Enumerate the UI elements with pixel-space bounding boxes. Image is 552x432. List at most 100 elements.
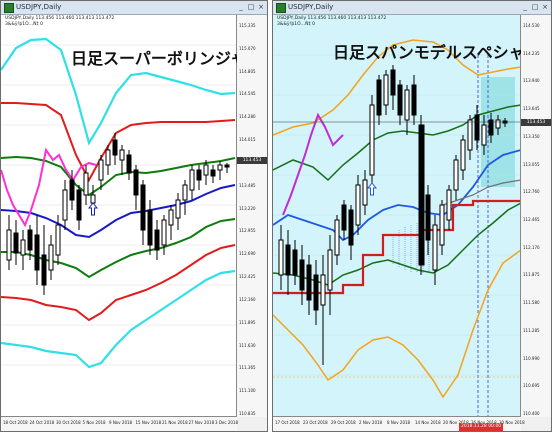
close-icon[interactable]: × [258,3,264,11]
date-tick-label: 23 Oct 2018 [303,420,328,425]
price-tick-label: 114.280 [239,114,256,120]
right-candlesticks [278,65,508,365]
price-tick-label: 110.400 [523,411,540,416]
left-info-line2: 3&&ÿ!ϸ1Ó…Ñ‡ 0 [5,22,44,27]
date-tick-label: 24 Oct 2018 [29,420,55,425]
up-arrow-icon [87,202,99,216]
outer-lower-band [273,249,521,399]
up-arrow-icon [366,182,378,196]
maximize-icon[interactable]: □ [247,3,255,11]
price-tick-label: 113.940 [523,78,540,84]
price-tick-label: 111.895 [239,319,256,325]
date-tick-label: 20 Nov 2018 [443,420,469,425]
left-info-line1: USDJPY,Daily 113.456 113.460 113.413 113… [5,16,115,21]
price-tick-label: 113.645 [523,106,540,112]
right-chart-heading: 日足スパンモデルスペシャル [333,43,521,62]
period-marker-label: 2018.11.28 00:00 [459,423,504,431]
left-indicator-plot [1,37,237,369]
price-tick-label: 113.350 [523,133,540,139]
date-tick-label: 2 Nov 2018 [359,420,383,425]
right-info-line2: 3&&ÿ!ϸ1Ó…Ñ‡ 0 [277,22,316,27]
price-tick-label: 115.070 [239,45,256,51]
left-price-axis: 115.335 115.070 114.805 114.545 114.280 114.0… [236,15,267,417]
chart-window-icon [4,3,14,13]
price-tick-label: 111.630 [239,342,256,348]
date-tick-label: 26 Nov 2018 [471,420,497,425]
right-symbol-info: USDJPY,Daily 113.456 113.460 113.413 113… [277,16,386,28]
last-price-tag: 113.453 [521,119,551,126]
right-chart-window[interactable]: USDJPY,Daily _ □ × USDJPY,Daily 113.456 … [272,0,552,432]
price-tick-label: 112.690 [239,251,256,257]
price-tick-label: 114.530 [523,23,540,28]
left-symbol-info: USDJPY,Daily 113.456 113.460 113.413 113… [5,16,114,28]
span-a-line [273,149,521,242]
right-window-title: USDJPY,Daily [288,3,334,11]
right-grid [273,54,521,376]
left-chart-window[interactable]: USDJPY,Daily _ □ × USDJPY,Daily 113.456 … [0,0,268,432]
right-info-line1: USDJPY,Daily 113.456 113.460 113.413 113… [277,16,387,21]
left-grid [1,44,237,366]
price-tick-label: 112.170 [523,244,540,250]
date-tick-label: 15 Nov 2018 [135,420,162,425]
left-title-bar[interactable]: USDJPY,Daily _ □ × [1,1,267,15]
price-tick-label: 110.990 [523,355,540,361]
lower-3sigma-band [1,269,236,369]
green-upper-band [273,104,521,182]
minimize-icon[interactable]: _ [239,3,243,11]
right-indicator-plot [273,39,521,417]
maximize-icon[interactable]: □ [531,3,539,11]
date-tick-label: 29 Oct 2018 [331,420,356,425]
span-b-line [273,199,521,295]
price-tick-label: 110.695 [523,383,540,389]
price-tick-label: 115.335 [239,23,256,28]
date-tick-label: 17 Oct 2018 [275,420,300,425]
price-tick-label: 111.365 [239,365,256,371]
upper-1sigma-band [1,155,236,197]
gray-band [442,179,521,206]
price-tick-label: 113.220 [239,205,256,211]
outer-upper-band [273,39,521,136]
date-tick-label: 14 Nov 2018 [415,420,441,425]
lagging-span-line [1,147,97,228]
price-tick-label: 112.425 [239,274,256,280]
close-icon[interactable]: × [542,3,548,11]
price-tick-label: 113.055 [523,161,540,167]
price-tick-label: 111.875 [523,272,540,278]
price-tick-label: 111.580 [523,300,540,306]
minimize-icon[interactable]: _ [523,3,527,11]
price-tick-label: 111.100 [239,388,256,394]
lower-1sigma-band [1,218,236,279]
chart-window-icon [276,3,286,13]
date-tick-label: 8 Nov 2018 [387,420,411,425]
price-tick-label: 112.760 [523,189,540,195]
left-chart-canvas[interactable]: USDJPY,Daily 113.456 113.460 113.413 113… [1,15,237,417]
price-tick-label: 112.160 [239,296,256,302]
date-tick-label: 5 Nov 2018 [82,420,106,425]
date-tick-label: 3 Dec 2018 [215,420,239,425]
date-tick-label: 21 Nov 2018 [162,420,188,425]
last-price-tag: 113.453 [237,157,267,164]
date-tick-label: 18 Oct 2018 [3,420,28,425]
right-title-bar[interactable]: USDJPY,Daily _ □ × [273,1,551,15]
upper-2sigma-band [1,102,236,183]
price-tick-label: 114.235 [523,50,540,56]
price-tick-label: 112.465 [523,217,540,222]
left-candlesticks [6,133,230,295]
right-price-axis: 114.530 114.235 113.940 113.645 113.350 113.0… [520,15,551,417]
lagging-span-line [282,112,344,216]
price-tick-label: 113.485 [239,182,256,188]
left-date-axis: 3 Dec 2018 27 Nov 2018 21 Nov 2018 15 Nov 2… [1,416,239,431]
price-tick-label: 110.835 [239,411,256,416]
middle-band [1,184,236,239]
date-tick-label: 30 Oct 2018 [56,420,81,425]
price-tick-label: 111.285 [523,327,540,333]
price-tick-label: 114.545 [239,91,256,97]
price-tick-label: 114.015 [239,137,256,143]
right-chart-canvas[interactable]: USDJPY,Daily 113.456 113.460 113.413 113… [273,15,521,417]
date-tick-label: 27 Nov 2018 [188,420,215,425]
price-tick-label: 112.955 [239,228,256,234]
date-tick-label: 30 Nov 2018 [499,420,525,425]
price-tick-label: 114.805 [239,68,256,74]
lower-2sigma-band [1,244,236,322]
